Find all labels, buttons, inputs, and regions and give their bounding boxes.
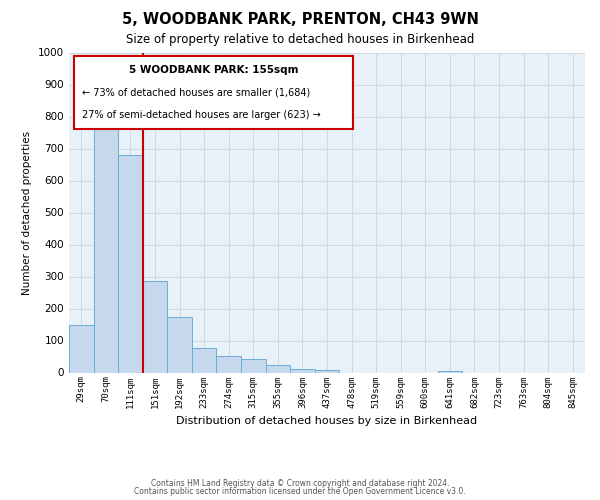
Bar: [315, 370, 339, 372]
Text: Size of property relative to detached houses in Birkenhead: Size of property relative to detached ho…: [126, 32, 474, 46]
X-axis label: Distribution of detached houses by size in Birkenhead: Distribution of detached houses by size …: [176, 416, 478, 426]
Text: 5 WOODBANK PARK: 155sqm: 5 WOODBANK PARK: 155sqm: [129, 66, 298, 76]
Bar: [192, 348, 217, 372]
Bar: [69, 324, 94, 372]
Bar: [143, 280, 167, 372]
Text: 27% of semi-detached houses are larger (623) →: 27% of semi-detached houses are larger (…: [82, 110, 320, 120]
Bar: [94, 110, 118, 372]
Text: Contains HM Land Registry data © Crown copyright and database right 2024.: Contains HM Land Registry data © Crown c…: [151, 478, 449, 488]
Bar: [241, 359, 266, 372]
Text: 5, WOODBANK PARK, PRENTON, CH43 9WN: 5, WOODBANK PARK, PRENTON, CH43 9WN: [122, 12, 478, 28]
Bar: [217, 356, 241, 372]
Text: ← 73% of detached houses are smaller (1,684): ← 73% of detached houses are smaller (1,…: [82, 88, 310, 98]
Bar: [167, 318, 192, 372]
Text: Contains public sector information licensed under the Open Government Licence v3: Contains public sector information licen…: [134, 487, 466, 496]
FancyBboxPatch shape: [74, 56, 353, 130]
Bar: [266, 366, 290, 372]
Bar: [290, 370, 315, 372]
Bar: [437, 371, 462, 372]
Bar: [118, 155, 143, 372]
Y-axis label: Number of detached properties: Number of detached properties: [22, 130, 32, 294]
